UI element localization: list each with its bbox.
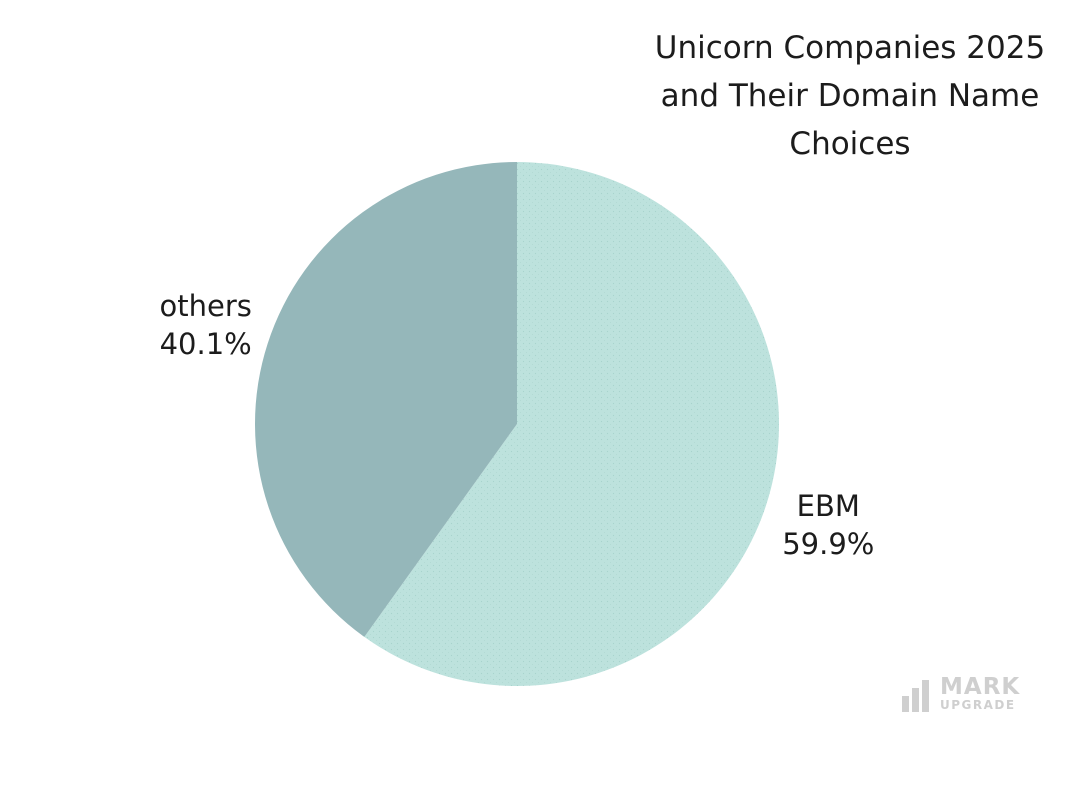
watermark-line-2: UPGRADE bbox=[940, 698, 1016, 712]
chart-title-line-3: Choices bbox=[789, 126, 911, 162]
pie-slice-ebm bbox=[364, 162, 779, 686]
pie-slice-others bbox=[254, 162, 517, 637]
chart-title: Unicorn Companies 2025 and Their Domain … bbox=[600, 24, 1080, 168]
brand-watermark: MARK UPGRADE bbox=[902, 674, 1032, 716]
watermark-line-1: MARK bbox=[940, 674, 1021, 700]
slice-label-name-ebm: EBM bbox=[797, 489, 860, 523]
pie-labels: EBM 59.9% others 40.1% bbox=[160, 289, 875, 561]
slice-label-name-others: others bbox=[160, 289, 252, 323]
slice-label-value-others: 40.1% bbox=[160, 327, 252, 361]
bar-chart-logo-icon bbox=[902, 676, 938, 712]
pie-slices bbox=[254, 162, 779, 686]
slice-label-value-ebm: 59.9% bbox=[782, 527, 874, 561]
chart-title-line-1: Unicorn Companies 2025 bbox=[654, 30, 1046, 66]
chart-title-line-2: and Their Domain Name bbox=[660, 78, 1040, 114]
